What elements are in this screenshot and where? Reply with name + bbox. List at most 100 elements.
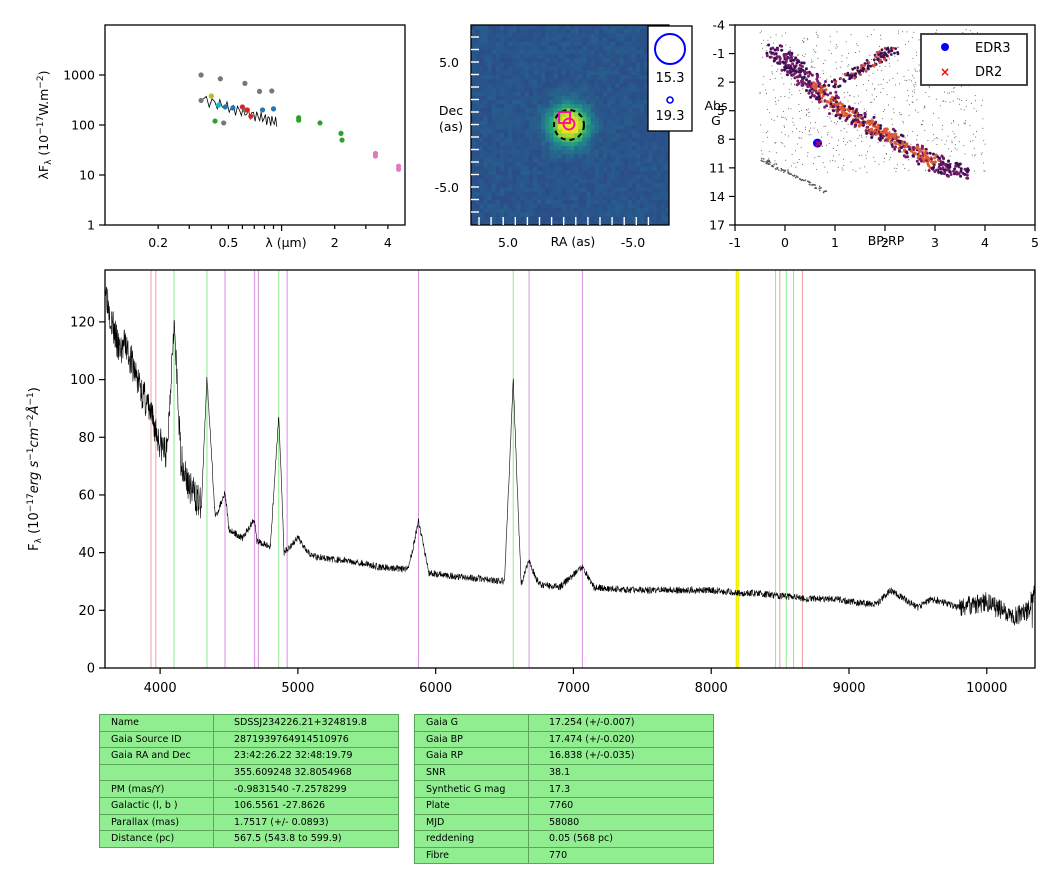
image-pixel [487, 129, 493, 134]
image-pixel [499, 25, 505, 30]
image-pixel [479, 50, 484, 55]
hr-ms-star [791, 62, 794, 66]
image-pixel [541, 79, 546, 84]
image-pixel [615, 100, 620, 105]
image-pixel [603, 70, 608, 76]
image-pixel [590, 75, 596, 80]
image-pixel [495, 116, 501, 122]
image-pixel [598, 37, 604, 43]
hr-wd-star [775, 168, 777, 171]
image-pixel [603, 187, 608, 193]
image-pixel [598, 87, 604, 93]
image-pixel [656, 187, 662, 193]
hr-field-star [785, 32, 787, 34]
hr-field-star [775, 101, 777, 102]
image-pixel [483, 66, 488, 72]
hr-giant-star [853, 66, 857, 70]
hr-field-star [983, 170, 985, 172]
hr-field-star [971, 102, 972, 104]
image-pixel [578, 187, 583, 193]
image-pixel [607, 100, 612, 105]
image-pixel [561, 70, 567, 76]
image-pixel [528, 54, 534, 59]
image-pixel [520, 33, 526, 38]
image-pixel [528, 133, 534, 138]
image-pixel [541, 58, 546, 63]
image-pixel [648, 141, 653, 147]
hr-field-star [789, 91, 791, 93]
image-pixel [594, 33, 600, 38]
image-pixel [582, 204, 587, 209]
hr-field-star [828, 143, 830, 144]
image-pixel [570, 87, 575, 93]
image-pixel [516, 133, 521, 138]
image-pixel [615, 187, 620, 193]
image-pixel [570, 100, 575, 105]
image-pixel [644, 133, 649, 138]
image-pixel [611, 145, 616, 151]
image-pixel [644, 137, 649, 143]
hr-field-star [767, 130, 769, 132]
hr-field-star [882, 118, 884, 120]
hr-giant-star [846, 71, 850, 75]
image-pixel [541, 187, 546, 193]
image-pixel [520, 195, 526, 201]
image-pixel [479, 179, 484, 184]
table-key: Fibre [414, 846, 529, 865]
image-pixel [475, 162, 480, 168]
hr-field-star [902, 120, 904, 122]
hr-giant-star [839, 77, 843, 80]
image-pixel [615, 45, 620, 51]
hr-field-star [815, 31, 817, 33]
image-pixel [487, 166, 493, 172]
hr-field-star [913, 86, 915, 88]
image-pixel [532, 141, 538, 147]
hr-field-star [951, 91, 953, 93]
hr-wd-star [808, 180, 810, 183]
image-pixel [508, 100, 513, 105]
hr-field-star [944, 91, 945, 93]
image-pixel [598, 158, 604, 163]
image-pixel [619, 141, 625, 147]
hr-field-star [963, 122, 965, 124]
image-pixel [557, 204, 563, 209]
image-pixel [512, 25, 517, 30]
image-pixel [623, 137, 629, 143]
hr-field-star [775, 142, 777, 143]
image-xtick-label: -5.0 [621, 235, 645, 250]
hr-ms-star [928, 151, 932, 155]
image-pixel [553, 83, 559, 88]
hr-wd-star [804, 179, 806, 182]
image-pixel [504, 158, 509, 163]
image-pixel [594, 133, 600, 138]
hr-ms-star [772, 59, 776, 63]
sed-point [239, 104, 246, 110]
image-pixel [660, 175, 666, 180]
hr-field-star [923, 107, 925, 109]
image-pixel [520, 129, 526, 134]
image-pixel [475, 41, 480, 47]
table-row: Parallax (mas) 1.7517 (+/- 0.0893) [99, 813, 399, 832]
image-pixel [586, 95, 592, 101]
hr-field-star [762, 141, 764, 143]
hr-ms-star [781, 60, 785, 64]
hr-field-star [969, 30, 971, 32]
image-pixel [615, 54, 620, 59]
image-pixel [549, 208, 554, 213]
image-pixel [541, 25, 546, 30]
image-pixel [603, 145, 608, 151]
image-pixel [504, 116, 509, 122]
image-pixel [549, 91, 554, 97]
image-pixel [594, 137, 600, 143]
image-pixel [495, 162, 501, 168]
hr-field-star [912, 102, 914, 103]
hr-field-star [912, 131, 914, 132]
image-pixel [586, 112, 592, 118]
image-pixel [652, 137, 658, 143]
image-pixel [499, 129, 505, 134]
image-pixel [483, 37, 488, 43]
image-pixel [582, 183, 587, 188]
table-value: 17.254 (+/-0.007) [528, 714, 714, 732]
image-pixel [495, 195, 501, 201]
image-pixel [553, 154, 559, 159]
